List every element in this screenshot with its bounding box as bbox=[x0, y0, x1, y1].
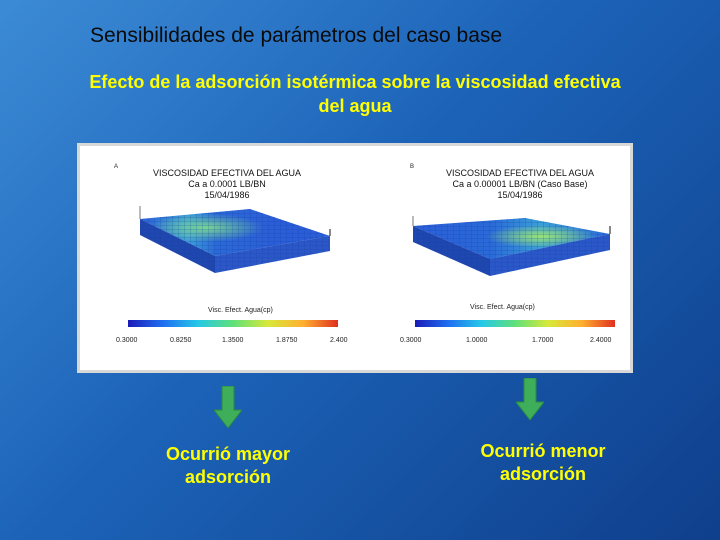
down-arrow-icon-right bbox=[516, 378, 544, 420]
outcome-right-text: Ocurrió menor adsorción bbox=[480, 441, 606, 484]
panel-b-label: B bbox=[410, 164, 415, 170]
panel-b-colorbar-label: Visc. Efect. Agua(cp) bbox=[470, 304, 535, 311]
simulation-figure-panel: A VISCOSIDAD EFECTIVA DEL AGUA Ca a 0.00… bbox=[77, 143, 633, 373]
panel-b-tick-2: 1.7000 bbox=[532, 337, 554, 344]
panel-a-title: VISCOSIDAD EFECTIVA DEL AGUA Ca a 0.0001… bbox=[142, 168, 312, 201]
panel-a-colorbar bbox=[128, 320, 338, 327]
panel-b-title-line3: 15/04/1986 bbox=[497, 190, 543, 200]
panel-b-tick-0: 0.3000 bbox=[400, 337, 422, 344]
panel-a-label: A bbox=[114, 164, 119, 170]
panel-b-reservoir-grid bbox=[412, 216, 611, 276]
panel-a-tick-3: 1.8750 bbox=[276, 337, 298, 344]
panel-b-title: VISCOSIDAD EFECTIVA DEL AGUA Ca a 0.0000… bbox=[425, 168, 615, 201]
panel-a-reservoir-grid bbox=[139, 206, 331, 273]
panel-a-tick-2: 1.3500 bbox=[222, 337, 244, 344]
panel-a-colorbar-label: Visc. Efect. Agua(cp) bbox=[208, 307, 273, 314]
panel-b-title-line2: Ca a 0.00001 LB/BN (Caso Base) bbox=[452, 179, 588, 189]
panel-a-title-line1: VISCOSIDAD EFECTIVA DEL AGUA bbox=[152, 168, 302, 178]
panel-b-tick-1: 1.0000 bbox=[466, 337, 488, 344]
outcome-left-text: Ocurrió mayor adsorción bbox=[165, 444, 291, 487]
down-arrow-icon-left bbox=[214, 386, 242, 428]
panel-b-tick-3: 2.4000 bbox=[590, 337, 612, 344]
slide-title: Sensibilidades de parámetros del caso ba… bbox=[90, 24, 503, 47]
panel-a-title-line2: Ca a 0.0001 LB/BN bbox=[188, 179, 266, 189]
panel-a-title-line3: 15/04/1986 bbox=[204, 190, 250, 200]
panel-b-colorbar bbox=[415, 320, 615, 327]
slide-subtitle: Efecto de la adsorción isotérmica sobre … bbox=[89, 72, 621, 116]
panel-a-tick-0: 0.3000 bbox=[116, 337, 138, 344]
panel-b-title-line1: VISCOSIDAD EFECTIVA DEL AGUA bbox=[445, 168, 595, 178]
panel-a-tick-4: 2.400 bbox=[330, 337, 348, 344]
panel-a-tick-1: 0.8250 bbox=[170, 337, 192, 344]
